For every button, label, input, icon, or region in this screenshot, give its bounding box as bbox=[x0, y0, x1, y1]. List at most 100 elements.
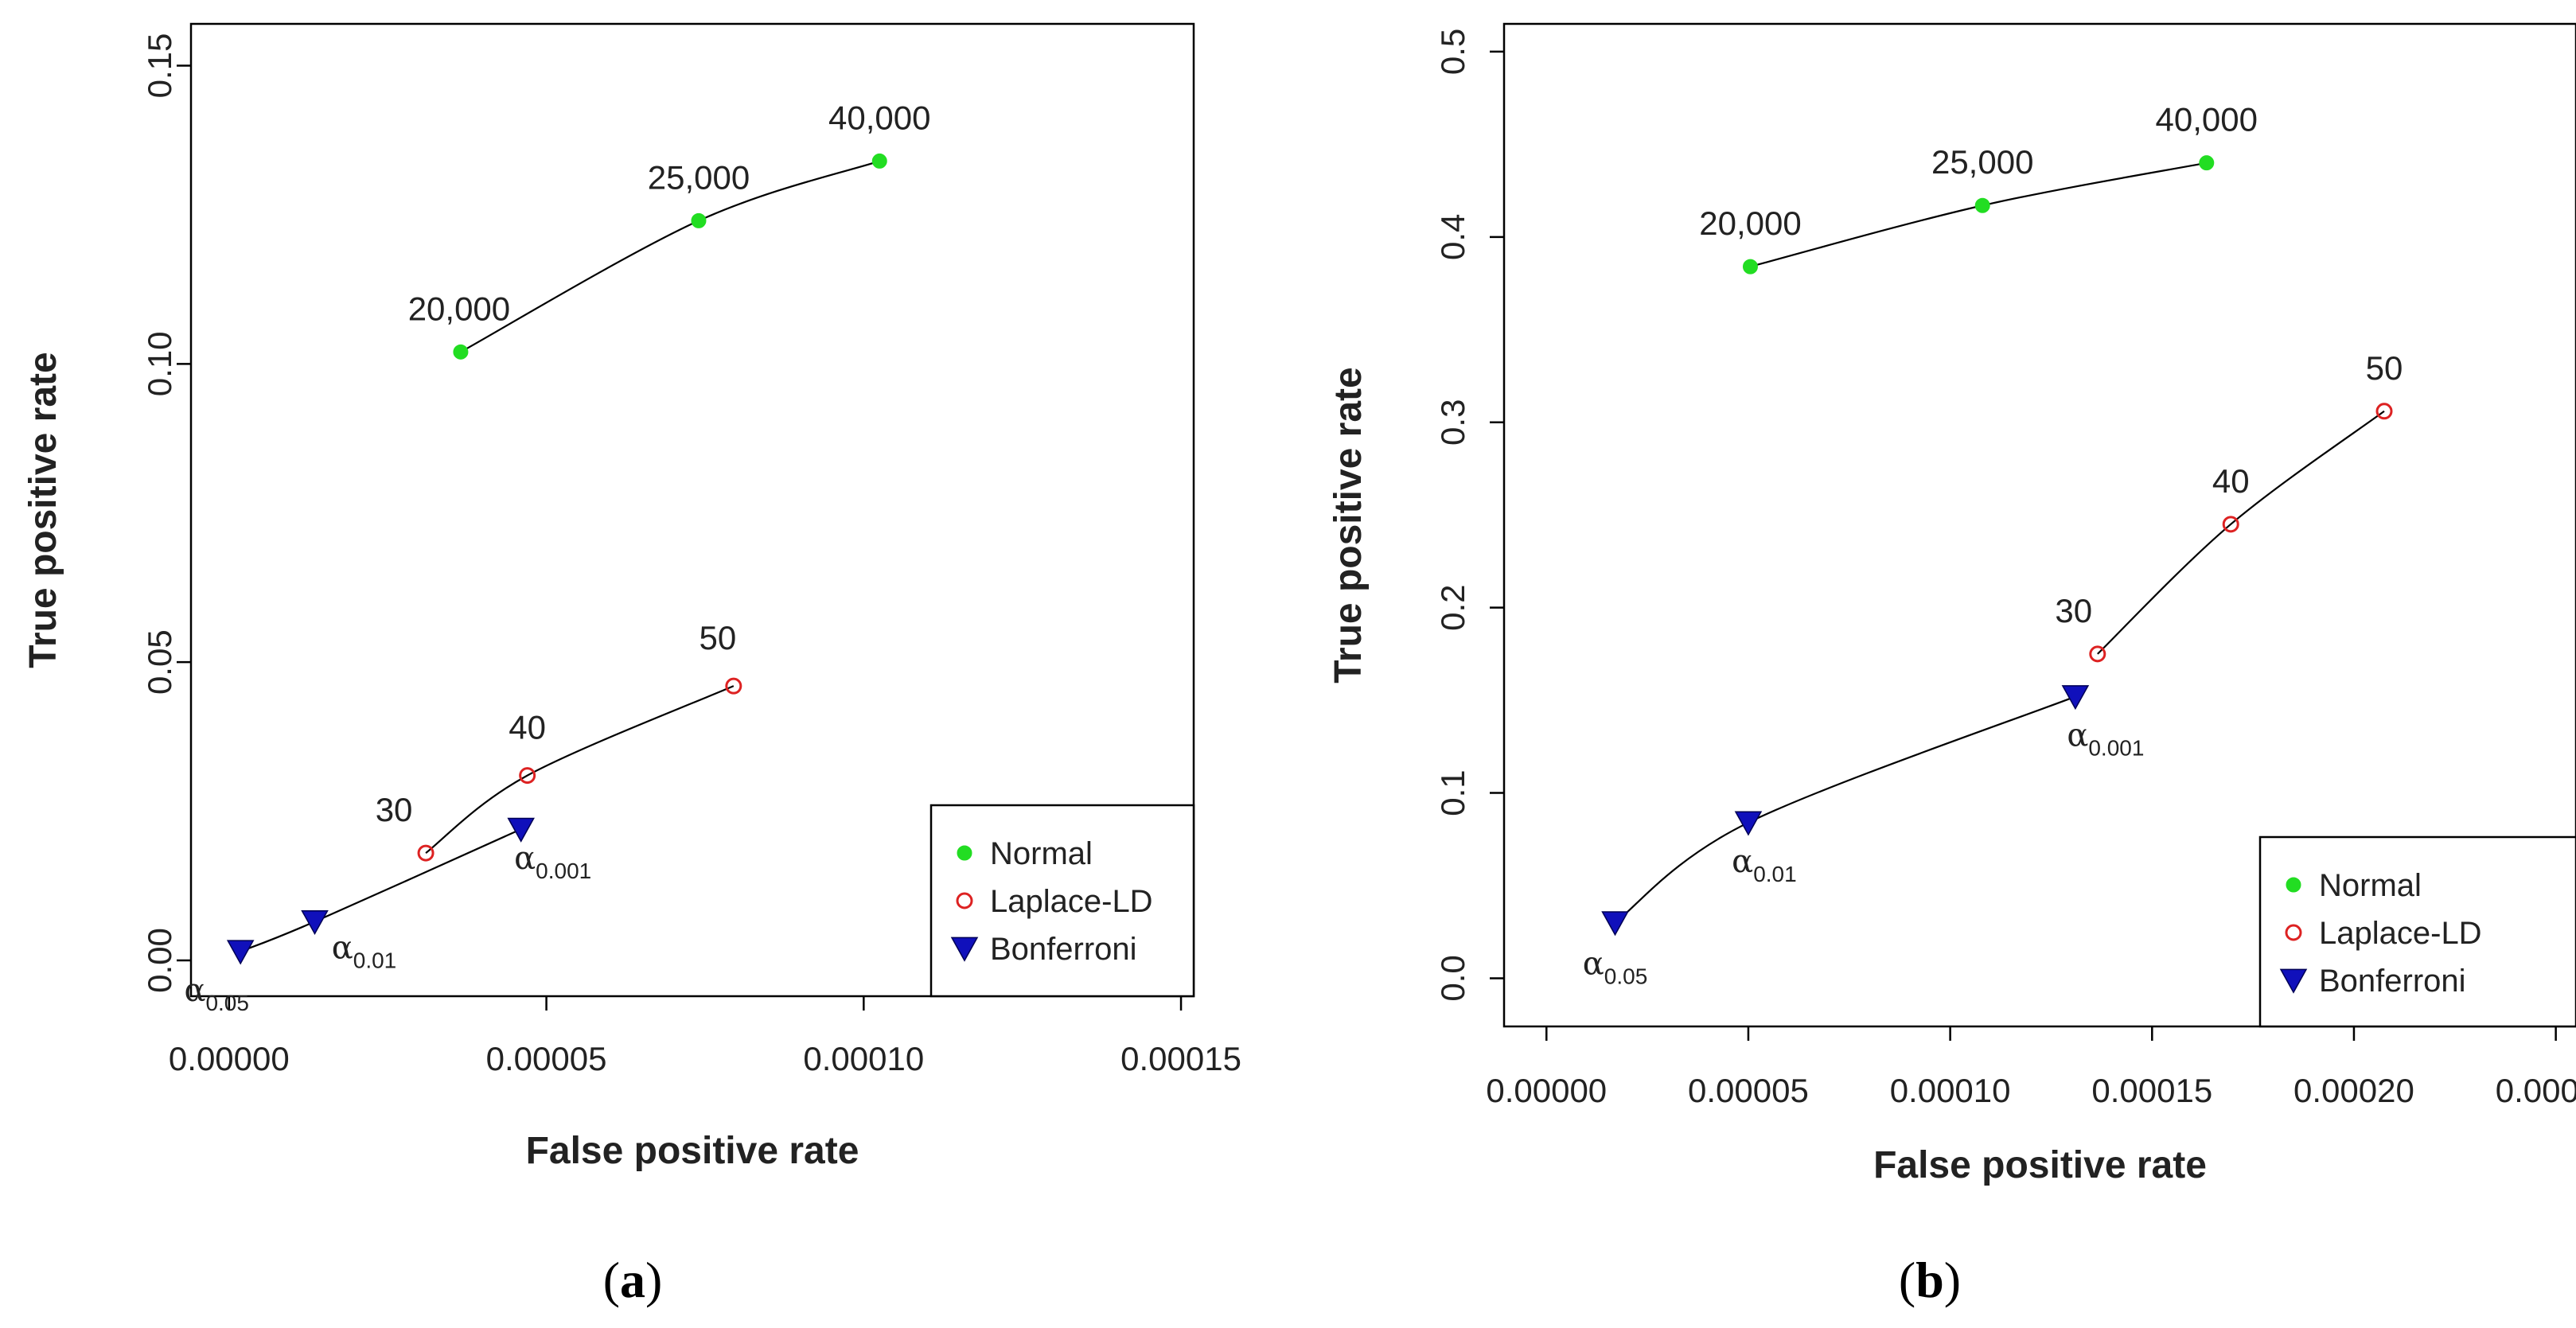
panel-a: 0.000.050.100.150.00000 0.00005 0.00010 0.0… bbox=[22, 22, 1241, 1308]
alpha-subscript: 0.001 bbox=[536, 859, 591, 883]
y-axis: 0.00 0.05 0.10 0.15 bbox=[141, 33, 191, 993]
alpha-symbol: α bbox=[514, 840, 536, 877]
data-label: 40,000 bbox=[828, 99, 930, 136]
series-curve bbox=[1614, 695, 2076, 924]
alpha-symbol: α bbox=[2067, 717, 2088, 754]
data-label: 20,000 bbox=[1699, 204, 1801, 242]
series-curve bbox=[240, 828, 522, 952]
y-tick-label: 0.1 bbox=[1434, 769, 1471, 816]
x-axis-title: False positive rate bbox=[526, 1130, 859, 1172]
legend-marker bbox=[2286, 877, 2301, 893]
data-label: 40,000 bbox=[2156, 101, 2258, 138]
alpha-symbol: α bbox=[332, 929, 353, 966]
alpha-symbol: α bbox=[184, 972, 205, 1009]
panel-label: (b) bbox=[1899, 1252, 1961, 1308]
data-label: 25,000 bbox=[648, 158, 750, 196]
legend-marker bbox=[950, 937, 979, 962]
data-label: 50 bbox=[699, 619, 736, 656]
data-label: 40 bbox=[2212, 462, 2250, 500]
series-curve bbox=[2097, 410, 2385, 655]
data-label: 20,000 bbox=[408, 290, 510, 327]
y-axis-title: True positive rate bbox=[1327, 367, 1370, 683]
y-tick-label: 0.15 bbox=[141, 33, 178, 99]
y-tick-label: 0.10 bbox=[141, 331, 178, 396]
legend-entry: Normal bbox=[2319, 868, 2422, 903]
legend-box bbox=[2258, 835, 2576, 1028]
data-point bbox=[691, 212, 707, 228]
alpha-symbol: α bbox=[1732, 843, 1753, 880]
data-point bbox=[2375, 403, 2393, 420]
series-normal: 20,000 25,000 40,000 bbox=[1699, 101, 2258, 275]
alpha-subscript: 0.01 bbox=[353, 948, 397, 972]
data-point bbox=[2199, 155, 2215, 171]
legend-entry: Normal bbox=[990, 836, 1093, 871]
legend-entry: Bonferroni bbox=[2319, 964, 2466, 999]
data-point bbox=[2061, 685, 2090, 711]
data-label: α0.01 bbox=[332, 929, 397, 972]
data-point bbox=[725, 677, 742, 695]
alpha-subscript: 0.001 bbox=[2088, 735, 2144, 760]
legend-marker bbox=[957, 845, 972, 861]
legend-marker bbox=[2285, 924, 2302, 941]
y-tick-label: 0.5 bbox=[1434, 29, 1471, 75]
data-point bbox=[1734, 811, 1763, 836]
legend: Normal Laplace-LD Bonferroni bbox=[2258, 835, 2576, 1028]
x-tick-label: 0.00010 bbox=[803, 1040, 924, 1077]
y-tick-label: 0.3 bbox=[1434, 399, 1471, 446]
x-axis: 0.00000 0.00005 0.00010 0.00015 0.00020 0.000… bbox=[1486, 1026, 2576, 1109]
data-label: α0.05 bbox=[184, 972, 249, 1015]
plot-frame bbox=[1502, 22, 2576, 1028]
y-tick-label: 0.0 bbox=[1434, 955, 1471, 1001]
alpha-subscript: 0.01 bbox=[1753, 862, 1797, 886]
y-tick-label: 0.2 bbox=[1434, 584, 1471, 630]
data-point bbox=[871, 153, 887, 169]
panel-b: 0.0 0.1 0.2 0.3 0.4 0.5 0.00000 0.00005 0.00010 0… bbox=[1327, 22, 2576, 1308]
data-point bbox=[226, 940, 255, 965]
data-label: 25,000 bbox=[1931, 143, 2033, 181]
series-curve bbox=[425, 685, 735, 854]
y-axis-title: True positive rate bbox=[22, 352, 64, 668]
legend-box bbox=[929, 804, 1195, 998]
x-tick-label: 0.00005 bbox=[1688, 1072, 1809, 1109]
series-laplace-ld: 30 40 50 bbox=[376, 619, 742, 862]
x-tick-label: 0.00015 bbox=[2091, 1072, 2212, 1109]
data-label: 50 bbox=[2366, 349, 2403, 387]
data-point bbox=[1974, 197, 1990, 213]
data-point bbox=[453, 344, 469, 360]
series-laplace-ld: 30 40 50 bbox=[2055, 349, 2403, 663]
y-tick-label: 0.00 bbox=[141, 928, 178, 993]
data-point bbox=[2089, 645, 2106, 663]
data-point bbox=[1742, 259, 1758, 275]
y-tick-label: 0.05 bbox=[141, 629, 178, 695]
legend-entry: Laplace-LD bbox=[2319, 916, 2482, 951]
data-point bbox=[519, 767, 536, 785]
panel-label: (a) bbox=[603, 1252, 663, 1308]
x-tick-label: 0.00010 bbox=[1890, 1072, 2011, 1109]
y-axis: 0.0 0.1 0.2 0.3 0.4 0.5 bbox=[1434, 29, 1504, 1002]
y-tick-label: 0.4 bbox=[1434, 214, 1471, 260]
data-label: 40 bbox=[509, 709, 546, 746]
data-point bbox=[417, 844, 435, 862]
plot-frame bbox=[189, 22, 1195, 998]
x-tick-label: 0.00005 bbox=[486, 1040, 607, 1077]
data-label: 30 bbox=[2055, 592, 2092, 629]
data-label: 30 bbox=[376, 791, 413, 828]
legend-entry: Bonferroni bbox=[990, 932, 1137, 967]
alpha-symbol: α bbox=[1583, 946, 1604, 983]
legend-marker bbox=[2279, 968, 2308, 994]
alpha-subscript: 0.05 bbox=[205, 991, 249, 1015]
x-axis: 0.00000 0.00005 0.00010 0.00015 bbox=[169, 996, 1241, 1077]
legend-marker bbox=[956, 892, 973, 909]
x-tick-label: 0.00000 bbox=[1486, 1072, 1607, 1109]
series-normal: 20,000 25,000 40,000 bbox=[408, 99, 930, 360]
data-point bbox=[1601, 911, 1629, 937]
data-label: α0.001 bbox=[514, 840, 591, 883]
data-label: α0.01 bbox=[1732, 843, 1797, 886]
data-point bbox=[2222, 516, 2239, 533]
data-point bbox=[507, 817, 535, 843]
data-label: α0.001 bbox=[2067, 717, 2144, 760]
